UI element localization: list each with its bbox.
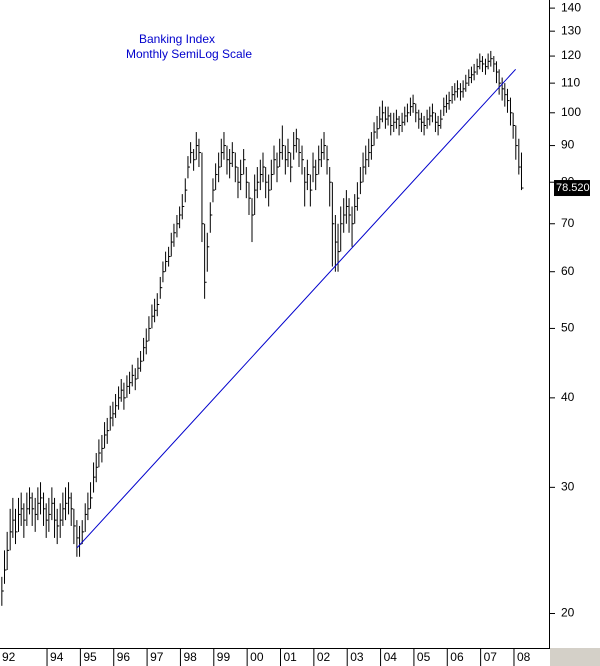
x-tick-label: 95: [83, 650, 97, 664]
x-tick-label: 06: [450, 650, 464, 664]
last-price-label: 78.520: [556, 182, 590, 194]
x-tick-label: 01: [284, 650, 298, 664]
x-tick-label: 00: [250, 650, 264, 664]
y-tick-label: 140: [561, 0, 581, 14]
corner: [550, 648, 600, 666]
y-tick-label: 130: [561, 23, 581, 37]
chart-title: Banking Index: [139, 32, 215, 46]
y-tick-label: 60: [561, 264, 575, 278]
trend-line: [76, 68, 517, 549]
x-tick-label: 07: [484, 650, 498, 664]
x-tick-label: 94: [50, 650, 64, 664]
y-tick-label: 50: [561, 321, 575, 335]
x-tick-label: 98: [183, 650, 197, 664]
x-tick-label: 05: [417, 650, 431, 664]
chart-subtitle: Monthly SemiLog Scale: [126, 47, 252, 61]
x-tick-label: 02: [317, 650, 331, 664]
last-price-box: [554, 180, 590, 197]
y-tick-label: 40: [561, 390, 575, 404]
y-tick-label: 120: [561, 48, 581, 62]
x-tick-label: 97: [150, 650, 164, 664]
y-tick-label: 90: [561, 138, 575, 152]
y-tick-label: 110: [561, 75, 580, 89]
y-tick-label: 30: [561, 480, 575, 494]
x-tick-label: 92: [2, 650, 16, 664]
y-tick-label: 20: [561, 606, 575, 620]
x-tick-label: 03: [350, 650, 364, 664]
x-tick-label: 99: [217, 650, 231, 664]
x-tick-label: 04: [384, 650, 398, 664]
y-tick-label: 100: [561, 105, 581, 119]
x-tick-label: 96: [117, 650, 131, 664]
y-tick-label: 70: [561, 216, 575, 230]
x-tick-label: 08: [517, 650, 531, 664]
